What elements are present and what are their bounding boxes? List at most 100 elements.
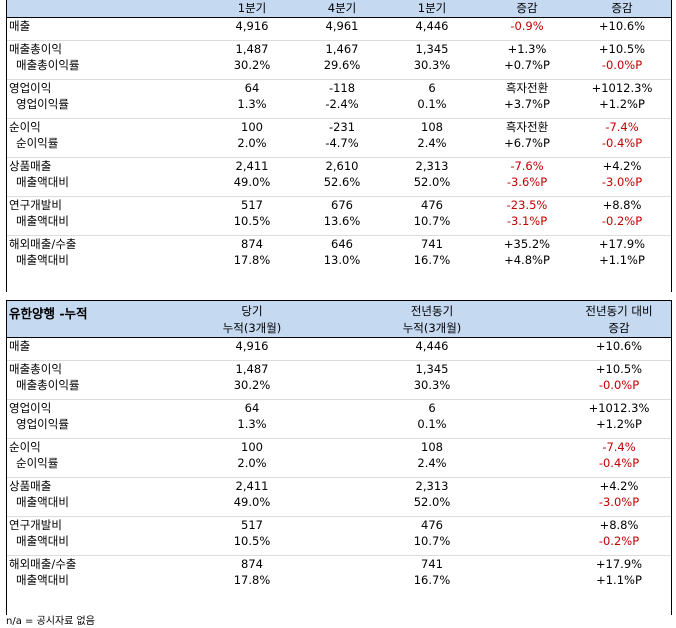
cell-value: -0.2%P — [598, 534, 640, 548]
cell-value: 1.3% — [237, 97, 267, 111]
cell-value: 1.3% — [237, 417, 267, 431]
cell-value: +1.2%P — [599, 97, 645, 111]
header-prior-line1: 전년동기 — [410, 304, 454, 318]
cell-value: 4,446 — [415, 19, 449, 33]
row-label: 영업이익 — [9, 81, 52, 95]
header-change-line2: 증감 — [608, 321, 630, 335]
cell-value: 874 — [241, 557, 263, 571]
quarterly-row: 매출액대비 10.5% 13.6% 10.7% -3.1%P -0.2%P — [7, 213, 671, 230]
row-label: 매출액대비 — [16, 253, 69, 267]
cell-value: +0.7%P — [504, 58, 550, 72]
cell-value: 52.0% — [413, 175, 451, 189]
cell-value: 17.8% — [233, 253, 271, 267]
header-col-2: 4분기 — [327, 1, 357, 15]
cell-value: -23.5% — [506, 198, 548, 212]
cell-value: 49.0% — [233, 495, 271, 509]
cell-value: +10.6% — [595, 339, 643, 353]
cell-value: +3.7%P — [504, 97, 550, 111]
cell-value: 13.0% — [323, 253, 361, 267]
cell-value: 29.6% — [323, 58, 361, 72]
quarterly-row: 연구개발비 517 676 476 -23.5% +8.8% — [7, 196, 671, 214]
quarterly-row: 영업이익 64 -118 6 흑자전환 +1012.3% — [7, 79, 671, 97]
header-col-1: 1분기 — [237, 1, 267, 15]
cell-value: 476 — [421, 198, 443, 212]
cell-value: 30.2% — [233, 58, 271, 72]
cell-value: -0.0%P — [598, 378, 640, 392]
row-label: 영업이익률 — [16, 417, 69, 431]
cell-value: 1,467 — [325, 42, 359, 56]
footnote: n/a = 공시자료 없음 — [6, 616, 95, 627]
cell-value: 49.0% — [233, 175, 271, 189]
row-label: 매출액대비 — [16, 534, 69, 548]
cell-value: +1012.3% — [591, 81, 653, 95]
cell-value: 2,411 — [235, 159, 269, 173]
cell-value: -118 — [328, 81, 356, 95]
cell-value: +1.1%P — [596, 573, 642, 587]
cumulative-row: 해외매출/수출 874 741 +17.9% — [7, 555, 671, 573]
cell-value: 흑자전환 — [505, 81, 549, 95]
row-label: 해외매출/수출 — [9, 237, 77, 251]
cumulative-row: 영업이익률 1.3% 0.1% +1.2%P — [7, 416, 671, 433]
cell-value: +17.9% — [598, 237, 646, 251]
cell-value: -0.9% — [510, 19, 544, 33]
cell-value: -0.0%P — [601, 58, 643, 72]
cell-value: 1,345 — [415, 42, 449, 56]
row-label: 순이익률 — [16, 136, 59, 150]
row-label: 매출총이익 — [9, 42, 62, 56]
cell-value: 2,313 — [415, 159, 449, 173]
quarterly-row: 매출 4,916 4,961 4,446 -0.9% +10.6% — [7, 18, 671, 35]
cell-value: 10.7% — [413, 534, 451, 548]
header-current-line1: 당기 — [241, 304, 263, 318]
cell-value: +1.1%P — [599, 253, 645, 267]
cumulative-title: 유한양행 -누적 — [9, 306, 88, 321]
quarterly-table: 1분기 4분기 1분기 증감 증감 매출 4,916 4,961 4,446 -0.9%… — [6, 0, 672, 292]
cell-value: +1.2%P — [596, 417, 642, 431]
cell-value: 676 — [331, 198, 353, 212]
cumulative-row: 영업이익 64 6 +1012.3% — [7, 399, 671, 417]
cell-value: 476 — [421, 518, 443, 532]
quarterly-row: 순이익 100 -231 108 흑자전환 -7.4% — [7, 118, 671, 136]
cell-value: 4,961 — [325, 19, 359, 33]
cell-value: 64 — [244, 81, 260, 95]
cumulative-row: 매출 4,916 4,446 +10.6% — [7, 338, 671, 355]
row-label: 연구개발비 — [9, 198, 62, 212]
cell-value: 10.7% — [413, 214, 451, 228]
cell-value: 6 — [428, 81, 436, 95]
cell-value: +17.9% — [595, 557, 643, 571]
cell-value: -4.7% — [325, 136, 359, 150]
cell-value: 646 — [331, 237, 353, 251]
quarterly-row: 영업이익률 1.3% -2.4% 0.1% +3.7%P +1.2%P — [7, 96, 671, 113]
row-label: 매출액대비 — [16, 175, 69, 189]
cumulative-table: 유한양행 -누적 당기 전년동기 전년동기 대비 누적(3개월) 누적(3개월)… — [6, 300, 672, 615]
cell-value: +4.2% — [599, 479, 639, 493]
header-col-4: 증감 — [516, 1, 538, 15]
cumulative-row: 매출액대비 49.0% 52.0% -3.0%P — [7, 494, 671, 511]
quarterly-row: 해외매출/수출 874 646 741 +35.2% +17.9% — [7, 235, 671, 253]
cell-value: 52.0% — [413, 495, 451, 509]
quarterly-row: 상품매출 2,411 2,610 2,313 -7.6% +4.2% — [7, 157, 671, 175]
header-col-3: 1분기 — [417, 1, 447, 15]
cell-value: 2.0% — [237, 456, 267, 470]
row-label: 상품매출 — [9, 479, 52, 493]
cell-value: +10.5% — [598, 42, 646, 56]
cell-value: 10.5% — [233, 534, 271, 548]
cell-value: 108 — [421, 440, 443, 454]
cell-value: 874 — [241, 237, 263, 251]
cell-value: +8.8% — [602, 198, 642, 212]
cumulative-header: 유한양행 -누적 당기 전년동기 전년동기 대비 누적(3개월) 누적(3개월)… — [7, 301, 671, 338]
cumulative-row: 연구개발비 517 476 +8.8% — [7, 516, 671, 534]
cumulative-row: 매출총이익률 30.2% 30.3% -0.0%P — [7, 377, 671, 394]
row-label: 영업이익 — [9, 401, 52, 415]
header-col-5: 증감 — [611, 1, 633, 15]
header-current-line2: 누적(3개월) — [222, 321, 282, 335]
row-label: 매출총이익률 — [16, 378, 80, 392]
cell-value: 2.0% — [237, 136, 267, 150]
row-label: 매출총이익률 — [16, 58, 80, 72]
cell-value: 741 — [421, 557, 443, 571]
cell-value: 1,487 — [235, 362, 269, 376]
cumulative-row: 매출액대비 10.5% 10.7% -0.2%P — [7, 533, 671, 550]
cell-value: 16.7% — [413, 253, 451, 267]
cell-value: 17.8% — [233, 573, 271, 587]
header-prior-line2: 누적(3개월) — [402, 321, 462, 335]
cell-value: 2.4% — [417, 456, 447, 470]
